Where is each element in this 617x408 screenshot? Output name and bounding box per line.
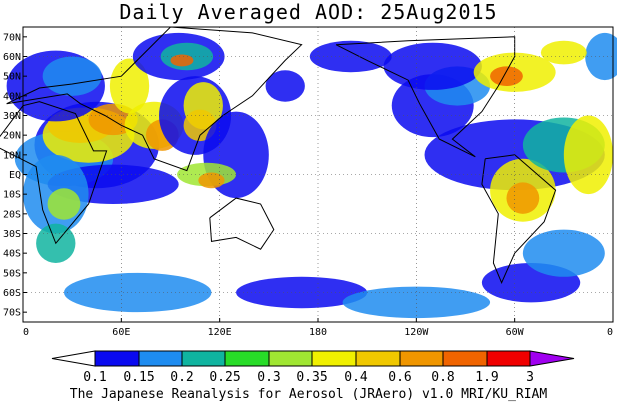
lon-tick-label: 120E — [208, 327, 232, 338]
aod-region-38 — [309, 40, 392, 73]
colorbar-swatch — [442, 350, 488, 367]
map-title: Daily Averaged AOD: 25Aug2015 — [119, 0, 498, 24]
lon-tick-label: 60W — [506, 327, 525, 338]
coastline-4 — [481, 154, 557, 284]
lon-tick-label: 180 — [309, 327, 327, 338]
lat-tick-label: 60N — [3, 52, 21, 63]
lat-tick-label: 30N — [3, 111, 21, 122]
colorbar-label: 0.2 — [170, 370, 193, 385]
lon-tick-label: 0 — [607, 327, 613, 338]
colorbar: 0.1 0.15 0.2 0.25 0.3 0.35 0.4 0.6 0.8 1.9 3 — [51, 350, 575, 385]
lat-tick-label: 10S — [3, 190, 21, 201]
colorbar-label: 0.25 — [209, 370, 240, 385]
lat-tick-label: 30S — [3, 229, 21, 240]
coastline-2 — [209, 197, 275, 250]
colorbar-high-arrow — [529, 350, 575, 367]
lat-tick-label: 40S — [3, 249, 21, 260]
aod-region-25 — [342, 286, 491, 319]
aod-region-40 — [585, 32, 617, 81]
coastline-3 — [335, 36, 516, 158]
colorbar-label: 0.8 — [431, 370, 454, 385]
lat-tick-label: 20N — [3, 131, 21, 142]
lat-tick-label: 60S — [3, 288, 21, 299]
lat-tick-label: 40N — [3, 91, 21, 102]
lat-tick-label: 50S — [3, 268, 21, 279]
aod-region-34 — [383, 42, 482, 90]
figure-caption: The Japanese Reanalysis for Aerosol (JRA… — [69, 387, 548, 402]
colorbar-label: 1.9 — [475, 370, 498, 385]
colorbar-swatch — [486, 350, 531, 367]
colorbar-swatch — [399, 350, 444, 367]
aod-region-6 — [42, 56, 102, 96]
aod-region-7 — [109, 58, 150, 114]
aod-region-36 — [490, 66, 523, 86]
colorbar-swatch — [138, 350, 183, 367]
aod-region-23 — [63, 272, 212, 313]
lon-tick-label: 60E — [112, 327, 130, 338]
aod-region-39 — [265, 70, 305, 102]
colorbar-label: 0.1 — [83, 370, 106, 385]
colorbar-low-arrow — [51, 350, 96, 367]
lat-tick-label: 10N — [3, 150, 21, 161]
colorbar-label: 3 — [526, 370, 534, 385]
colorbar-label: 0.6 — [388, 370, 411, 385]
aod-region-18 — [198, 172, 225, 189]
colorbar-swatch — [268, 350, 313, 367]
lat-tick-label: 70N — [3, 32, 21, 43]
lat-tick-label: 50N — [3, 72, 21, 83]
colorbar-swatch — [311, 350, 357, 367]
colorbar-swatch — [355, 350, 401, 367]
coastline-0 — [0, 101, 108, 245]
colorbar-label: 0.15 — [123, 370, 154, 385]
colorbar-swatch — [94, 350, 140, 367]
lon-tick-label: 0 — [23, 327, 29, 338]
aod-region-30 — [506, 182, 540, 214]
map-plot-area: 70N 60N 50N 40N 30N 20N 10N EQ 10S 20S 30S 40S 50S 60… — [0, 26, 617, 338]
aod-region-24 — [236, 276, 368, 309]
colorbar-label: 0.4 — [344, 370, 368, 385]
colorbar-label: 0.35 — [296, 370, 327, 385]
colorbar-swatch — [181, 350, 226, 367]
aod-region-27 — [522, 229, 605, 277]
lat-tick-label: 20S — [3, 209, 21, 220]
aod-region-15 — [170, 54, 194, 67]
lon-tick-label: 120W — [404, 327, 429, 338]
lat-tick-label: 70S — [3, 308, 21, 319]
aod-region-41 — [540, 40, 587, 65]
aod-region-37 — [563, 115, 614, 195]
colorbar-label: 0.3 — [257, 370, 280, 385]
aod-region-21 — [47, 188, 81, 220]
lat-tick-label: EQ — [9, 170, 21, 181]
colorbar-swatch — [224, 350, 270, 367]
coastline-1 — [6, 26, 303, 172]
